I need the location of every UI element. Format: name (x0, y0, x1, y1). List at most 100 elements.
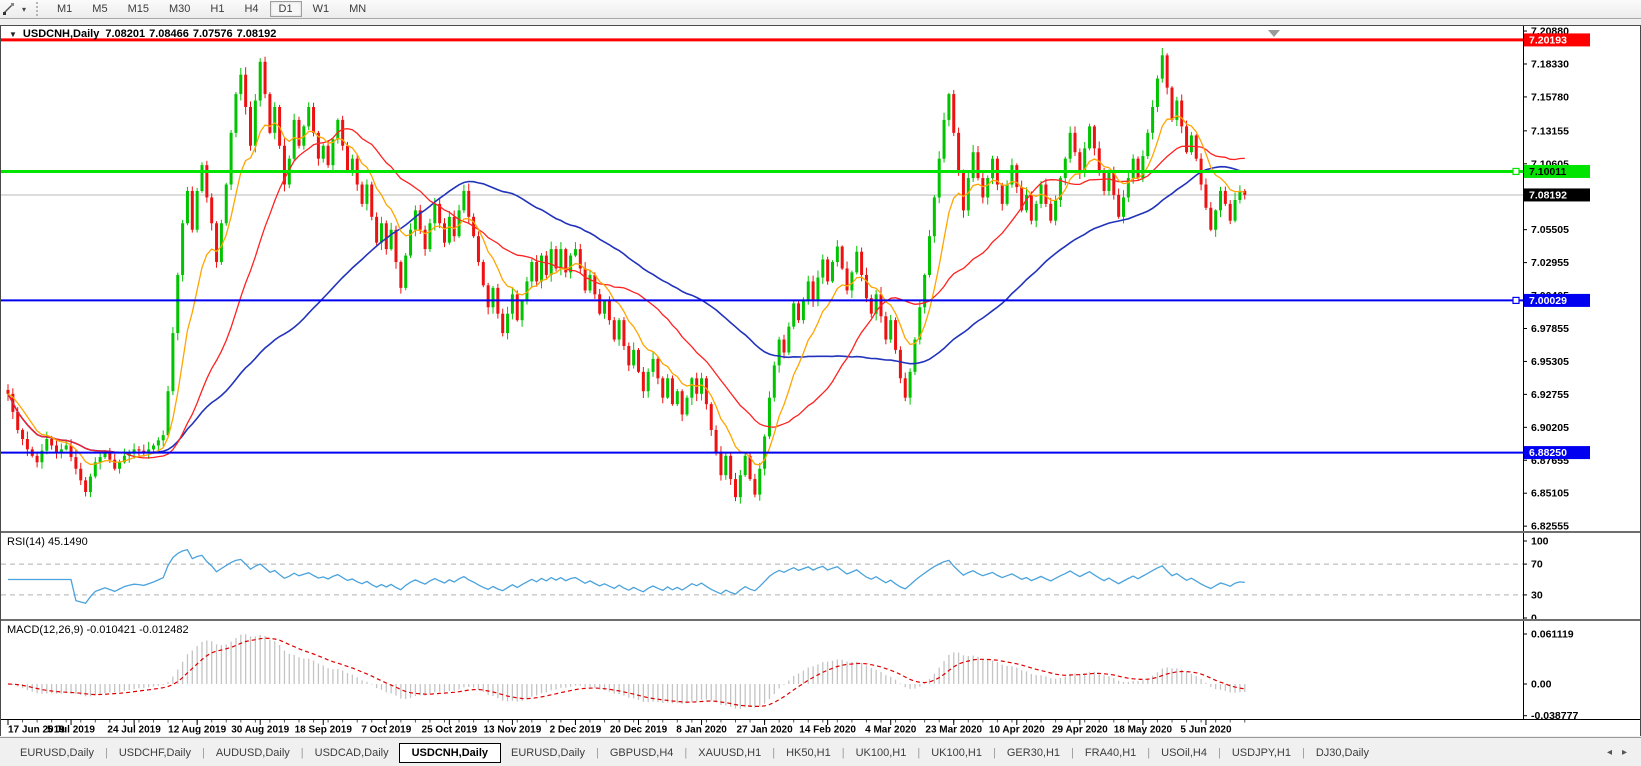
chart-tab-fra40-h1[interactable]: FRA40,H1 (1084, 746, 1137, 759)
tab-separator: | (1217, 746, 1221, 759)
ohlc-low: 7.07576 (192, 28, 233, 40)
date-axis-label: 18 May 2020 (1114, 725, 1173, 736)
collapse-icon[interactable]: ▼ (9, 29, 17, 39)
svg-text:6.92755: 6.92755 (1531, 389, 1569, 401)
chart-tab-uk100-h1[interactable]: UK100,H1 (931, 746, 982, 759)
chart-tab-gbpusd-h4[interactable]: GBPUSD,H4 (609, 746, 674, 759)
date-axis-label: 7 Oct 2019 (361, 725, 411, 736)
rsi-pane[interactable]: 100 70 30 0 RSI(14) 45.1490 (1, 533, 1640, 619)
chart-window: 7.208807.183307.157807.131557.106057.080… (0, 25, 1641, 736)
timeframe-button-m30[interactable]: M30 (168, 3, 191, 15)
chart-symbol-label: USDCNH,Daily (22, 28, 100, 40)
date-axis-label: 17 Jun 2019 (8, 725, 65, 736)
timeframe-button-m1[interactable]: M1 (57, 3, 73, 15)
timeframe-toolbar: ▾ M1 M5 M15 M30 H1 H4 D1 W1 MN (0, 0, 1641, 19)
tab-separator: | (1301, 746, 1305, 759)
svg-text:6.88250: 6.88250 (1529, 447, 1567, 459)
chart-tab-uk100-h1[interactable]: UK100,H1 (855, 746, 907, 759)
cursor-tool-icon[interactable] (0, 1, 18, 17)
rsi-chart-canvas: 100 70 30 0 (1, 533, 1549, 619)
chart-tab-usdcad-daily[interactable]: USDCAD,Daily (314, 746, 389, 759)
svg-text:7.20193: 7.20193 (1529, 34, 1567, 46)
timeframe-button-m15[interactable]: M15 (127, 3, 149, 15)
chart-tab-bar: EURUSD,Daily | USDCHF,Daily | AUDUSD,Daily | U… (0, 737, 1641, 766)
chart-tab-audusd-daily[interactable]: AUDUSD,Daily (215, 746, 290, 759)
panel-divider[interactable] (1, 531, 1640, 533)
svg-text:100: 100 (1531, 536, 1549, 548)
svg-text:6.85105: 6.85105 (1531, 488, 1569, 500)
svg-text:7.18330: 7.18330 (1531, 58, 1569, 70)
date-axis-label: 5 Jul 2019 (47, 725, 95, 736)
macd-pane[interactable]: 0.061119 0.00 -0.038777 MACD(12,26,9) -0.0… (1, 621, 1640, 719)
ohlc-close: 7.08192 (236, 28, 277, 40)
tab-separator: | (300, 746, 304, 759)
date-axis-label: 25 Oct 2019 (422, 725, 478, 736)
svg-text:7.10011: 7.10011 (1529, 166, 1567, 178)
chart-tab-usdjpy-h1[interactable]: USDJPY,H1 (1231, 746, 1291, 759)
macd-chart-canvas: 0.061119 0.00 -0.038777 (7, 621, 1578, 719)
tab-scroll-left-icon[interactable]: ◂ (1606, 747, 1612, 758)
date-axis-label: 13 Nov 2019 (483, 725, 541, 736)
chart-tab-usdchf-daily[interactable]: USDCHF,Daily (118, 746, 191, 759)
date-axis-label: 30 Aug 2019 (231, 725, 289, 736)
svg-text:30: 30 (1531, 589, 1543, 601)
tab-separator: | (201, 746, 205, 759)
ohlc-open: 7.08201 (105, 28, 146, 40)
svg-text:6.95305: 6.95305 (1531, 356, 1569, 368)
date-axis-label: 18 Sep 2019 (295, 725, 353, 736)
panel-divider[interactable] (1, 619, 1640, 621)
tab-scroll-arrows: ◂ ▸ (1607, 747, 1627, 758)
svg-text:6.90205: 6.90205 (1531, 422, 1569, 434)
tab-scroll-right-icon[interactable]: ▸ (1621, 747, 1627, 758)
chart-tab-eurusd-daily[interactable]: EURUSD,Daily (20, 746, 94, 759)
chart-tab-hk50-h1[interactable]: HK50,H1 (786, 746, 831, 759)
tab-separator: | (841, 746, 845, 759)
timeframe-button-h1[interactable]: H1 (210, 3, 225, 15)
timeframe-button-d1[interactable]: D1 (269, 1, 302, 17)
timeframe-button-w1[interactable]: W1 (312, 3, 330, 15)
date-axis-label: 24 Jul 2019 (107, 725, 161, 736)
chart-tab-dj30-daily[interactable]: DJ30,Daily (1315, 746, 1369, 759)
svg-text:7.08192: 7.08192 (1529, 189, 1567, 201)
date-axis[interactable]: 17 Jun 2019 5 Jul 2019 24 Jul 2019 12 Aug 2… (1, 719, 1640, 736)
timeframe-button-m5[interactable]: M5 (92, 3, 108, 15)
tab-separator: | (595, 746, 599, 759)
tab-separator: | (993, 746, 996, 759)
date-axis-label: 14 Feb 2020 (799, 725, 856, 736)
toolbar-dropdown-caret-icon[interactable]: ▾ (21, 4, 26, 14)
date-axis-label: 29 Apr 2020 (1052, 725, 1108, 736)
date-axis-label: 4 Mar 2020 (865, 725, 917, 736)
date-axis-label: 10 Apr 2020 (989, 725, 1045, 736)
date-axis-label: 27 Jan 2020 (737, 725, 794, 736)
svg-text:0.00: 0.00 (1531, 678, 1552, 690)
price-chart-canvas[interactable]: 7.208807.183307.157807.131557.106057.080… (1, 26, 1640, 531)
svg-text:0: 0 (1531, 612, 1537, 619)
svg-text:7.15780: 7.15780 (1531, 91, 1569, 103)
chart-tab-xauusd-h1[interactable]: XAUUSD,H1 (698, 746, 762, 759)
macd-indicator-label: MACD(12,26,9) -0.010421 -0.012482 (7, 624, 189, 636)
date-axis-label: 20 Dec 2019 (610, 725, 668, 736)
chart-tab-eurusd-daily[interactable]: EURUSD,Daily (511, 746, 585, 759)
tab-separator: | (917, 746, 921, 759)
chart-tab-usdcnh-daily[interactable]: USDCNH,Daily (398, 742, 502, 763)
svg-text:70: 70 (1531, 559, 1543, 571)
timeframe-button-mn[interactable]: MN (349, 3, 367, 15)
timeframe-button-h4[interactable]: H4 (244, 3, 259, 15)
date-axis-label: 5 Jun 2020 (1180, 725, 1232, 736)
svg-text:-0.038777: -0.038777 (1531, 710, 1578, 719)
toolbar-separator (36, 2, 43, 16)
chart-tab-ger30-h1[interactable]: GER30,H1 (1006, 746, 1061, 759)
chart-title: ▼ USDCNH,Daily 7.08201 7.08466 7.07576 7… (9, 28, 276, 40)
date-axis-label: 12 Aug 2019 (168, 725, 226, 736)
chart-tabs: EURUSD,Daily | USDCHF,Daily | AUDUSD,Daily | U… (10, 742, 1379, 764)
ohlc-high: 7.08466 (149, 28, 189, 40)
price-pane[interactable]: 7.208807.183307.157807.131557.106057.080… (1, 26, 1640, 531)
tab-separator: | (104, 746, 108, 759)
chart-tab-usoil-h4[interactable]: USOil,H4 (1161, 746, 1207, 759)
cursor-tool-glyph (3, 3, 14, 15)
svg-text:7.20880: 7.20880 (1531, 26, 1569, 38)
timeframe-buttons: M1 M5 M15 M30 H1 H4 D1 W1 MN (47, 1, 376, 17)
svg-text:7.02955: 7.02955 (1531, 257, 1569, 269)
